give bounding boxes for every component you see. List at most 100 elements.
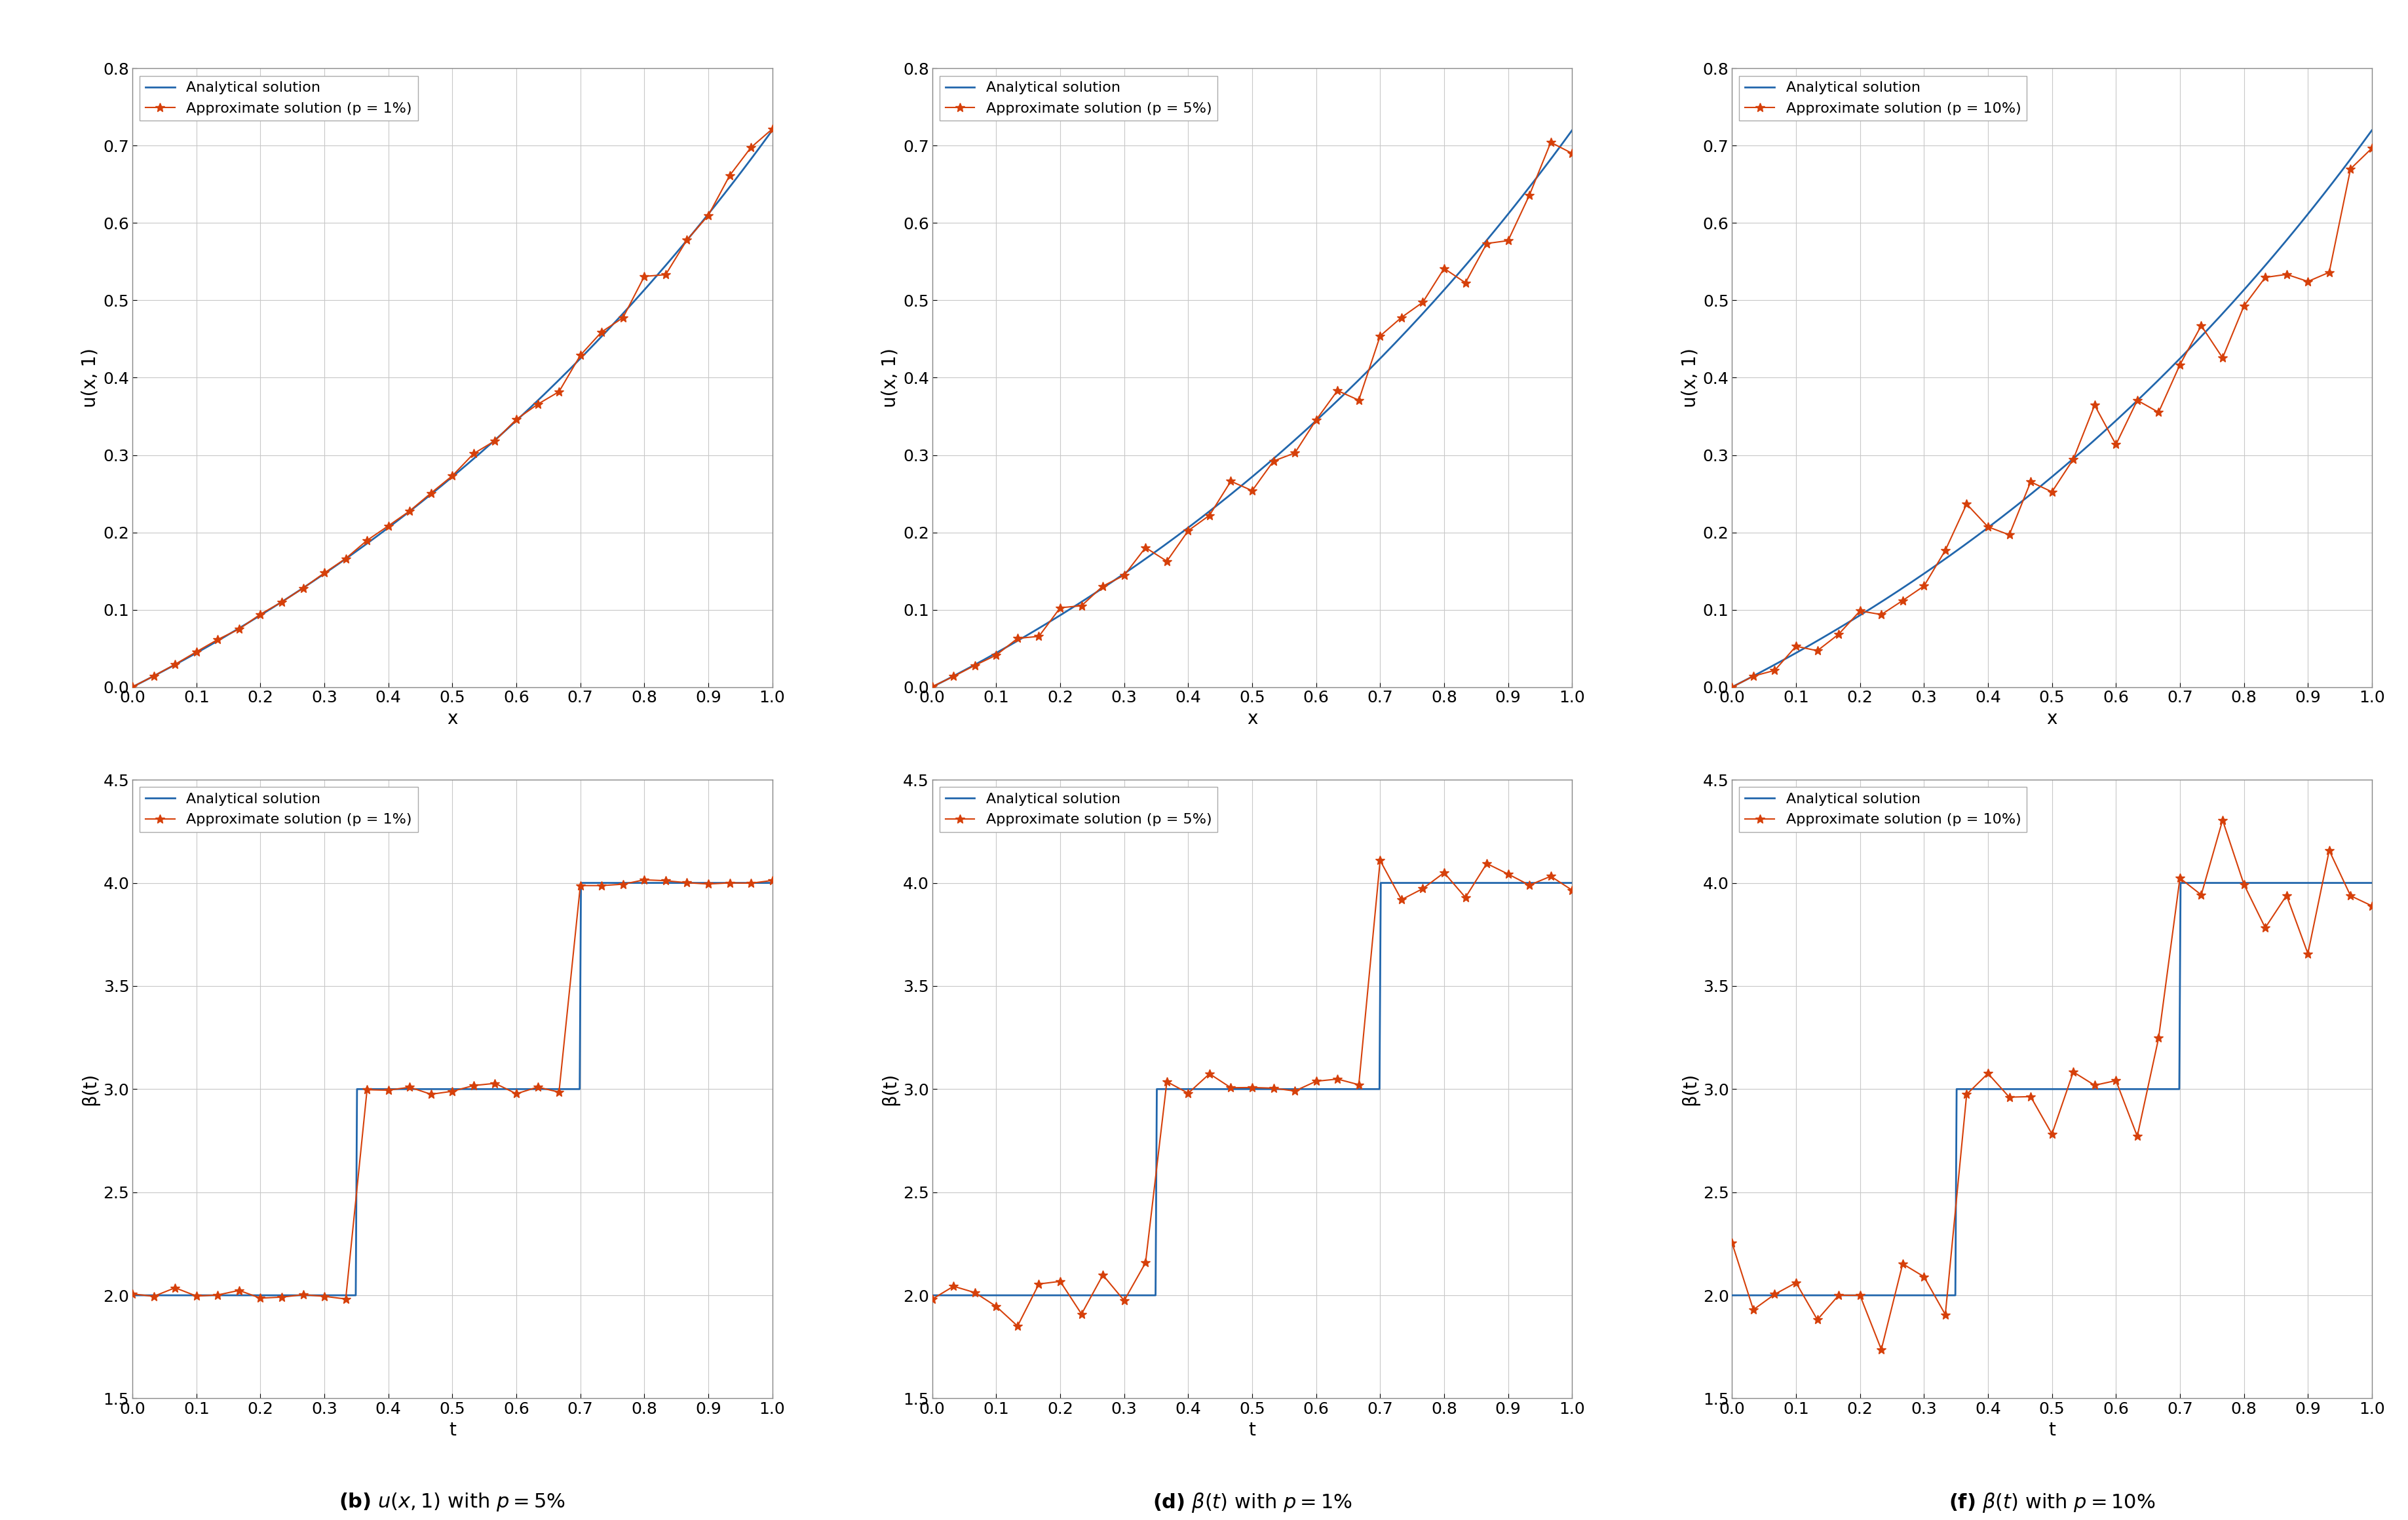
Approximate solution (p = 5%) <box>1173 521 1202 540</box>
Approximate solution (p = 10%) <box>2059 450 2088 468</box>
Approximate solution (p = 10%) <box>2037 1125 2066 1143</box>
Approximate solution (p = 5%) <box>1045 1272 1074 1290</box>
Y-axis label: β(t): β(t) <box>881 1073 898 1105</box>
Approximate solution (p = 10%) <box>1760 1286 1789 1304</box>
Approximate solution (p = 5%) <box>1004 629 1033 648</box>
Approximate solution (p = 1%) <box>523 395 551 413</box>
Analytical solution <box>356 1081 385 1099</box>
Line: Approximate solution (p = 1%): Approximate solution (p = 1%) <box>128 125 778 692</box>
Approximate solution (p = 10%) <box>1975 1064 2003 1082</box>
Analytical solution <box>1837 611 1866 629</box>
Approximate solution (p = 1%) <box>140 1287 169 1306</box>
Approximate solution (p = 1%) <box>460 1076 489 1094</box>
Approximate solution (p = 5%) <box>939 667 968 686</box>
Analytical solution <box>956 658 985 676</box>
Approximate solution (p = 10%) <box>1975 518 2003 537</box>
Approximate solution (p = 10%) <box>2186 886 2215 904</box>
Analytical solution <box>951 1286 980 1304</box>
Approximate solution (p = 5%) <box>1194 1064 1223 1082</box>
Approximate solution (p = 10%) <box>2292 944 2321 962</box>
Approximate solution (p = 10%) <box>2015 473 2044 491</box>
Approximate solution (p = 10%) <box>2165 869 2194 888</box>
Analytical solution <box>1088 579 1117 597</box>
Approximate solution (p = 1%) <box>672 874 701 892</box>
Analytical solution <box>917 1286 946 1304</box>
Approximate solution (p = 5%) <box>917 678 946 696</box>
Approximate solution (p = 1%) <box>202 1286 231 1304</box>
Approximate solution (p = 5%) <box>1409 293 1438 312</box>
Approximate solution (p = 5%) <box>982 646 1011 664</box>
Line: Approximate solution (p = 10%): Approximate solution (p = 10%) <box>1727 816 2377 1354</box>
Analytical solution <box>932 1286 961 1304</box>
Approximate solution (p = 1%) <box>460 444 489 462</box>
Approximate solution (p = 1%) <box>118 678 147 696</box>
Approximate solution (p = 1%) <box>352 532 380 550</box>
Analytical solution <box>1731 1286 1760 1304</box>
Approximate solution (p = 5%) <box>1004 1316 1033 1335</box>
Analytical solution <box>1365 874 1394 892</box>
X-axis label: x: x <box>1247 710 1257 728</box>
Approximate solution (p = 5%) <box>961 657 990 675</box>
Approximate solution (p = 10%) <box>1888 591 1917 610</box>
Approximate solution (p = 1%) <box>501 1085 530 1104</box>
Approximate solution (p = 5%) <box>1023 1275 1052 1294</box>
Text: $\mathbf{(c)}\ u(x,1)\ \mathrm{with}\ p=10\%$: $\mathbf{(c)}\ u(x,1)\ \mathrm{with}\ p=… <box>1134 780 1370 801</box>
Approximate solution (p = 5%) <box>1303 410 1332 429</box>
Approximate solution (p = 5%) <box>1259 1079 1288 1097</box>
Approximate solution (p = 10%) <box>2102 435 2131 453</box>
Analytical solution <box>703 193 732 211</box>
Approximate solution (p = 1%) <box>183 643 212 661</box>
Approximate solution (p = 10%) <box>1953 1085 1982 1104</box>
Approximate solution (p = 5%) <box>1173 1084 1202 1102</box>
Approximate solution (p = 5%) <box>1536 868 1565 886</box>
Analytical solution <box>2357 874 2386 892</box>
Analytical solution <box>1156 1081 1185 1099</box>
Approximate solution (p = 10%) <box>2037 483 2066 502</box>
Approximate solution (p = 5%) <box>1238 1078 1267 1096</box>
Analytical solution <box>975 1286 1004 1304</box>
Approximate solution (p = 5%) <box>1045 599 1074 617</box>
Approximate solution (p = 5%) <box>1387 309 1416 327</box>
Approximate solution (p = 5%) <box>1322 382 1351 400</box>
Approximate solution (p = 10%) <box>2081 1076 2109 1094</box>
Approximate solution (p = 5%) <box>1216 473 1245 491</box>
Approximate solution (p = 5%) <box>1153 1073 1182 1091</box>
Approximate solution (p = 5%) <box>1536 134 1565 152</box>
Approximate solution (p = 1%) <box>224 620 253 638</box>
Approximate solution (p = 10%) <box>2186 316 2215 334</box>
Approximate solution (p = 5%) <box>1259 451 1288 470</box>
Approximate solution (p = 5%) <box>1238 482 1267 500</box>
Line: Approximate solution (p = 1%): Approximate solution (p = 1%) <box>128 876 778 1304</box>
Line: Analytical solution: Analytical solution <box>932 131 1572 687</box>
Approximate solution (p = 10%) <box>1825 1286 1854 1304</box>
Approximate solution (p = 1%) <box>737 874 766 892</box>
Approximate solution (p = 5%) <box>1023 628 1052 646</box>
Approximate solution (p = 1%) <box>417 483 445 502</box>
Approximate solution (p = 10%) <box>2208 812 2237 830</box>
Approximate solution (p = 5%) <box>1515 185 1544 204</box>
Approximate solution (p = 10%) <box>1994 1088 2023 1107</box>
Legend: Analytical solution, Approximate solution (p = 5%): Analytical solution, Approximate solutio… <box>939 787 1218 833</box>
Approximate solution (p = 1%) <box>672 231 701 249</box>
Approximate solution (p = 1%) <box>161 655 190 673</box>
Text: $\mathbf{(b)}\ u(x,1)\ \mathrm{with}\ p=5\%$: $\mathbf{(b)}\ u(x,1)\ \mathrm{with}\ p=… <box>340 1491 566 1512</box>
Approximate solution (p = 1%) <box>289 579 318 597</box>
Approximate solution (p = 10%) <box>1739 667 1767 686</box>
Approximate solution (p = 1%) <box>311 564 340 582</box>
Approximate solution (p = 1%) <box>352 1081 380 1099</box>
Approximate solution (p = 1%) <box>759 120 787 138</box>
Y-axis label: u(x, 1): u(x, 1) <box>1681 348 1700 407</box>
Approximate solution (p = 1%) <box>715 167 744 185</box>
Approximate solution (p = 1%) <box>183 1287 212 1306</box>
Line: Analytical solution: Analytical solution <box>132 131 773 687</box>
Analytical solution <box>1755 658 1784 676</box>
Analytical solution <box>1717 678 1746 696</box>
Analytical solution <box>1038 611 1067 629</box>
Line: Analytical solution: Analytical solution <box>132 883 773 1295</box>
Approximate solution (p = 5%) <box>1558 882 1587 900</box>
Approximate solution (p = 5%) <box>1471 234 1500 252</box>
Approximate solution (p = 10%) <box>2143 1029 2172 1047</box>
Approximate solution (p = 1%) <box>609 309 638 327</box>
Approximate solution (p = 5%) <box>1493 231 1522 249</box>
Approximate solution (p = 5%) <box>1452 888 1481 906</box>
